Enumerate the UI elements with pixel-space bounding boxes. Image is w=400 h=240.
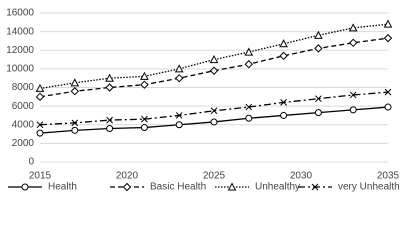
marker bbox=[383, 33, 393, 43]
marker bbox=[210, 118, 218, 126]
legend-label: Unhealthy bbox=[255, 182, 300, 193]
legend-label: very Unhealthy bbox=[338, 182, 400, 193]
marker bbox=[348, 38, 358, 48]
marker bbox=[314, 30, 323, 39]
marker bbox=[279, 51, 288, 61]
y-tick-label: 8000 bbox=[12, 82, 35, 93]
marker bbox=[384, 88, 392, 96]
series-line bbox=[39, 91, 389, 126]
marker bbox=[140, 71, 149, 80]
marker bbox=[383, 19, 393, 28]
marker bbox=[35, 83, 45, 92]
marker bbox=[314, 44, 323, 53]
marker bbox=[209, 66, 219, 75]
y-tick-label: 16000 bbox=[6, 8, 34, 19]
marker bbox=[311, 183, 319, 191]
marker bbox=[245, 114, 253, 122]
marker bbox=[140, 80, 149, 89]
marker bbox=[174, 73, 184, 83]
marker bbox=[105, 83, 114, 92]
marker bbox=[105, 73, 114, 82]
marker bbox=[70, 87, 80, 96]
marker bbox=[210, 107, 218, 115]
marker bbox=[244, 60, 254, 69]
marker bbox=[174, 64, 184, 73]
marker bbox=[122, 182, 132, 192]
marker bbox=[70, 78, 80, 87]
marker bbox=[35, 92, 45, 102]
legend-label: Health bbox=[48, 182, 77, 193]
x-tick-label: 2030 bbox=[290, 171, 313, 182]
marker bbox=[140, 124, 148, 132]
marker bbox=[314, 109, 322, 117]
x-tick-label: 2025 bbox=[203, 171, 226, 182]
marker bbox=[227, 182, 237, 191]
marker bbox=[384, 103, 392, 111]
x-tick-label: 2035 bbox=[377, 171, 400, 182]
marker bbox=[209, 55, 219, 64]
marker bbox=[175, 121, 183, 129]
marker bbox=[21, 183, 29, 191]
marker bbox=[349, 106, 357, 114]
legend-label: Basic Health bbox=[150, 182, 206, 193]
y-tick-label: 2000 bbox=[12, 138, 35, 149]
y-tick-label: 6000 bbox=[12, 101, 35, 112]
x-tick-label: 2015 bbox=[29, 171, 52, 182]
y-tick-label: 0 bbox=[28, 157, 34, 168]
marker bbox=[71, 119, 79, 127]
marker bbox=[280, 111, 288, 119]
x-tick-label: 2020 bbox=[116, 171, 139, 182]
marker bbox=[106, 116, 113, 124]
y-tick-label: 12000 bbox=[6, 45, 34, 56]
marker bbox=[36, 129, 44, 137]
marker bbox=[244, 47, 254, 56]
marker bbox=[245, 103, 253, 111]
y-tick-label: 10000 bbox=[6, 64, 34, 75]
marker bbox=[280, 99, 287, 106]
marker bbox=[36, 121, 44, 129]
marker bbox=[106, 124, 114, 132]
marker bbox=[141, 115, 148, 123]
marker bbox=[349, 91, 357, 99]
marker bbox=[279, 39, 288, 48]
marker bbox=[315, 95, 322, 103]
marker bbox=[175, 112, 183, 119]
marker bbox=[348, 23, 358, 32]
chart: 0 2000 4000 6000 8000 10000 12000 14000 16000 201… bbox=[6, 8, 400, 193]
y-tick-label: 14000 bbox=[6, 26, 34, 37]
marker bbox=[71, 126, 79, 134]
y-tick-label: 4000 bbox=[12, 119, 35, 130]
